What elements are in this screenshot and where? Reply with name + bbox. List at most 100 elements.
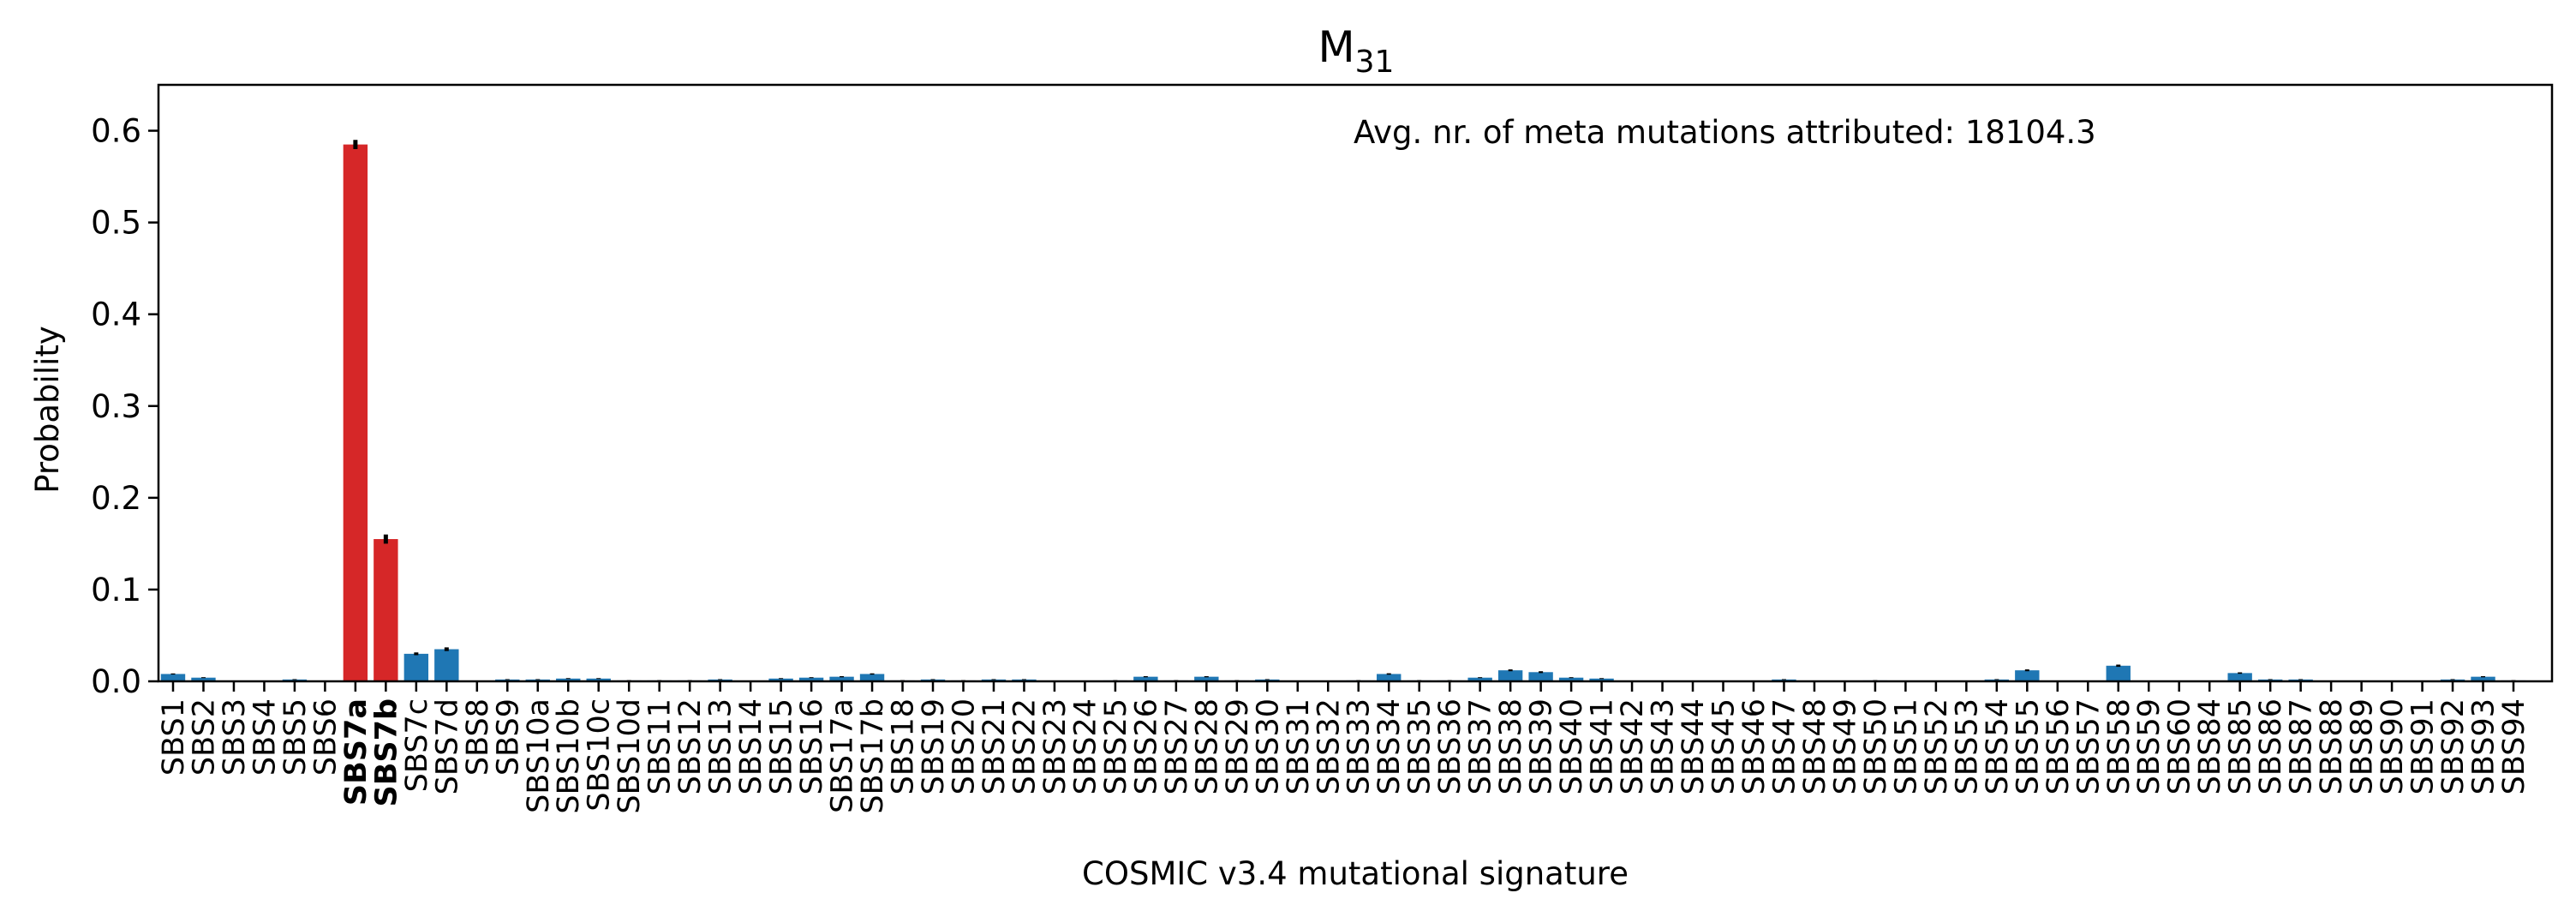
bar-sbs34	[1377, 674, 1402, 681]
y-tick-label: 0.5	[91, 205, 141, 242]
y-tick-label: 0.0	[91, 663, 141, 700]
bar-sbs1	[160, 674, 186, 681]
x-tick-label-sbs20: SBS20	[947, 698, 981, 794]
x-tick-label-sbs59: SBS59	[2132, 698, 2167, 794]
x-tick-label-sbs42: SBS42	[1616, 698, 1650, 794]
bar-sbs2	[191, 677, 216, 681]
x-tick-label-sbs52: SBS52	[1920, 698, 1954, 794]
x-tick-label-sbs55: SBS55	[2011, 698, 2045, 794]
bar-sbs28	[1194, 676, 1219, 681]
x-tick-label-sbs40: SBS40	[1555, 698, 1589, 794]
chart-title: M31	[1318, 22, 1395, 80]
x-tick-label-sbs10a: SBS10a	[522, 698, 556, 813]
y-axis-ticks: 0.0 0.1 0.2 0.3 0.4 0.5 0.6	[91, 113, 158, 700]
x-tick-label-sbs37: SBS37	[1464, 698, 1498, 794]
bar-sbs39	[1528, 672, 1553, 681]
x-tick-label-sbs18: SBS18	[887, 698, 921, 794]
chart-title-subscript: 31	[1355, 45, 1395, 80]
x-tick-label-sbs2: SBS2	[187, 698, 221, 776]
x-tick-label-sbs92: SBS92	[2436, 698, 2471, 794]
x-tick-label-sbs6: SBS6	[308, 698, 343, 776]
bar-sbs26	[1133, 676, 1158, 681]
x-tick-label-sbs19: SBS19	[917, 698, 951, 794]
plot-frame	[157, 83, 2554, 683]
x-tick-label-sbs7d: SBS7d	[430, 698, 464, 794]
x-tick-label-sbs94: SBS94	[2497, 698, 2531, 794]
x-tick-label-sbs49: SBS49	[1828, 698, 1862, 794]
x-tick-label-sbs41: SBS41	[1586, 698, 1620, 794]
x-tick-label-sbs12: SBS12	[673, 698, 708, 794]
bar-sbs40	[1558, 677, 1584, 681]
y-tick-label: 0.1	[91, 572, 141, 608]
x-tick-label-sbs50: SBS50	[1859, 698, 1893, 794]
bar-sbs10b	[556, 678, 581, 681]
x-tick-label-sbs57: SBS57	[2071, 698, 2106, 794]
x-tick-label-sbs89: SBS89	[2346, 698, 2380, 794]
bar-sbs7d	[434, 649, 459, 681]
x-tick-label-sbs48: SBS48	[1798, 698, 1832, 794]
y-tick-label: 0.2	[91, 480, 141, 517]
y-tick-label: 0.6	[91, 113, 141, 150]
x-tick-label-sbs24: SBS24	[1068, 698, 1103, 794]
bar-sbs41	[1589, 678, 1614, 681]
x-tick-label-sbs53: SBS53	[1950, 698, 1984, 794]
chart-title-main: M	[1318, 22, 1355, 72]
x-tick-label-sbs22: SBS22	[1007, 698, 1042, 794]
x-tick-label-sbs11: SBS11	[643, 698, 678, 794]
x-tick-label-sbs7c: SBS7c	[400, 698, 434, 792]
x-tick-label-sbs54: SBS54	[1981, 698, 2015, 794]
bar-sbs17b	[859, 674, 885, 681]
bar-sbs16	[798, 677, 824, 681]
x-tick-label-sbs86: SBS86	[2254, 698, 2288, 794]
x-tick-label-sbs34: SBS34	[1372, 698, 1407, 794]
bar-sbs7a	[343, 144, 368, 682]
x-tick-label-sbs26: SBS26	[1129, 698, 1163, 794]
x-tick-label-sbs16: SBS16	[795, 698, 829, 794]
bar-sbs17a	[829, 676, 854, 681]
x-tick-label-sbs21: SBS21	[977, 698, 1012, 794]
x-tick-label-sbs30: SBS30	[1251, 698, 1285, 794]
x-tick-label-sbs46: SBS46	[1737, 698, 1772, 794]
x-tick-label-sbs28: SBS28	[1190, 698, 1224, 794]
x-tick-label-sbs23: SBS23	[1038, 698, 1073, 794]
x-tick-label-sbs8: SBS8	[461, 698, 495, 776]
bar-sbs85	[2227, 673, 2252, 681]
x-tick-label-sbs33: SBS33	[1342, 698, 1377, 794]
x-tick-label-sbs17b: SBS17b	[856, 698, 890, 814]
x-axis-ticks: SBS1SBS2SBS3SBS4SBS5SBS6SBS7aSBS7bSBS7cS…	[157, 681, 2531, 814]
x-tick-label-sbs31: SBS31	[1282, 698, 1316, 794]
y-axis-label: Probability	[29, 326, 66, 494]
x-tick-label-sbs87: SBS87	[2285, 698, 2319, 794]
bar-sbs15	[768, 678, 793, 681]
x-tick-label-sbs27: SBS27	[1160, 698, 1194, 794]
x-tick-label-sbs3: SBS3	[218, 698, 252, 776]
x-tick-label-sbs38: SBS38	[1494, 698, 1528, 794]
bar-sbs38	[1497, 670, 1523, 681]
x-tick-label-sbs91: SBS91	[2406, 698, 2441, 794]
x-tick-label-sbs10b: SBS10b	[552, 698, 586, 814]
x-tick-label-sbs25: SBS25	[1099, 698, 1133, 794]
x-tick-label-sbs43: SBS43	[1647, 698, 1681, 794]
y-tick-label: 0.4	[91, 297, 141, 333]
x-tick-label-sbs39: SBS39	[1525, 698, 1559, 794]
x-tick-label-sbs45: SBS45	[1707, 698, 1742, 794]
x-tick-label-sbs15: SBS15	[765, 698, 799, 794]
bars-group	[160, 140, 2526, 682]
bar-sbs7b	[374, 539, 398, 681]
x-tick-label-sbs7b: SBS7b	[369, 698, 403, 807]
x-tick-label-sbs51: SBS51	[1889, 698, 1923, 794]
bar-sbs37	[1467, 677, 1492, 681]
x-tick-label-sbs9: SBS9	[491, 698, 525, 776]
x-tick-label-sbs84: SBS84	[2193, 698, 2227, 794]
bar-sbs10c	[586, 678, 611, 681]
annotation-text: Avg. nr. of meta mutations attributed: 1…	[1354, 114, 2096, 151]
bar-sbs7c	[403, 653, 429, 681]
x-tick-label-sbs32: SBS32	[1312, 698, 1346, 794]
x-tick-label-sbs85: SBS85	[2224, 698, 2258, 794]
x-tick-label-sbs14: SBS14	[734, 698, 768, 794]
x-tick-label-sbs35: SBS35	[1403, 698, 1437, 794]
x-tick-label-sbs4: SBS4	[248, 698, 282, 776]
x-tick-label-sbs88: SBS88	[2315, 698, 2349, 794]
x-tick-label-sbs1: SBS1	[157, 698, 191, 776]
